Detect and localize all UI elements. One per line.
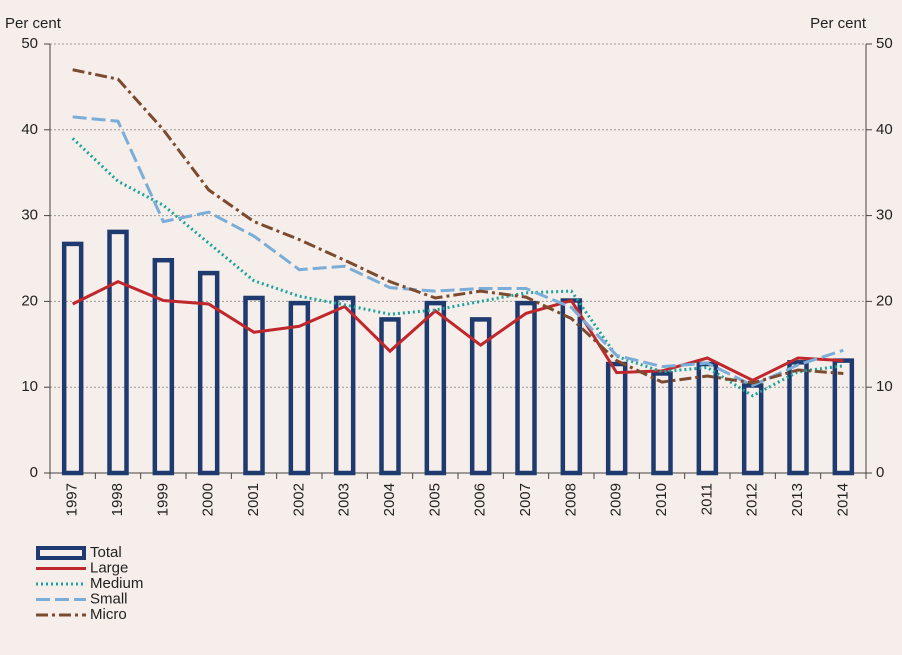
y2-tick-label: 50 (876, 35, 893, 52)
x-tick-label: 2011 (698, 483, 715, 515)
y-tick-label: 40 (21, 121, 38, 138)
bar (605, 361, 628, 476)
bar (288, 300, 311, 476)
x-tick-label: 2006 (472, 483, 489, 516)
x-tick-label: 2000 (200, 483, 217, 516)
legend-label: Micro (90, 606, 127, 623)
x-tick-label: 2012 (744, 483, 761, 516)
x-tick-label: 2013 (789, 483, 806, 516)
y2-tick-label: 30 (876, 207, 893, 224)
x-tick-label: 1997 (64, 483, 81, 516)
y-tick-label: 20 (21, 292, 38, 309)
legend-label: Medium (90, 575, 143, 592)
legend-label: Total (90, 544, 122, 561)
bar (515, 300, 537, 476)
x-tick-label: 2007 (517, 483, 534, 516)
bar (424, 300, 447, 476)
legend-swatch (36, 546, 86, 560)
bar (152, 257, 175, 476)
x-tick-label: 2002 (290, 483, 307, 516)
y2-tick-label: 10 (876, 378, 893, 395)
bar (197, 270, 220, 476)
x-tick-label: 1999 (154, 483, 171, 516)
legend-label: Large (90, 559, 128, 576)
y-tick-label: 10 (21, 378, 38, 395)
y-axis-label: Per cent (5, 15, 62, 32)
x-tick-label: 2001 (245, 483, 262, 516)
bar (333, 295, 356, 476)
x-tick-label: 2010 (653, 483, 670, 516)
line (72, 280, 844, 383)
line (72, 68, 844, 385)
x-tick-label: 1998 (109, 483, 126, 516)
bar (61, 241, 84, 476)
x-tick-label: 2004 (381, 483, 398, 516)
bar (787, 360, 809, 476)
bar (469, 317, 492, 476)
bar (243, 295, 265, 476)
y-tick-label: 0 (30, 464, 38, 481)
bar (651, 371, 673, 476)
y-tick-label: 30 (21, 207, 38, 224)
x-tick-label: 2009 (608, 483, 625, 516)
bar (379, 317, 401, 476)
x-tick-label: 2003 (336, 483, 353, 516)
line (72, 115, 844, 388)
x-tick-label: 2008 (562, 483, 579, 516)
line (71, 137, 844, 398)
y2-tick-label: 40 (876, 121, 893, 138)
y2-axis-label: Per cent (810, 15, 867, 32)
y-tick-label: 50 (21, 35, 38, 52)
bar (107, 229, 129, 476)
y2-tick-label: 0 (876, 464, 884, 481)
x-tick-label: 2014 (834, 483, 851, 516)
y2-tick-label: 20 (876, 292, 893, 309)
x-tick-label: 2005 (426, 483, 443, 516)
legend-label: Small (90, 590, 128, 607)
